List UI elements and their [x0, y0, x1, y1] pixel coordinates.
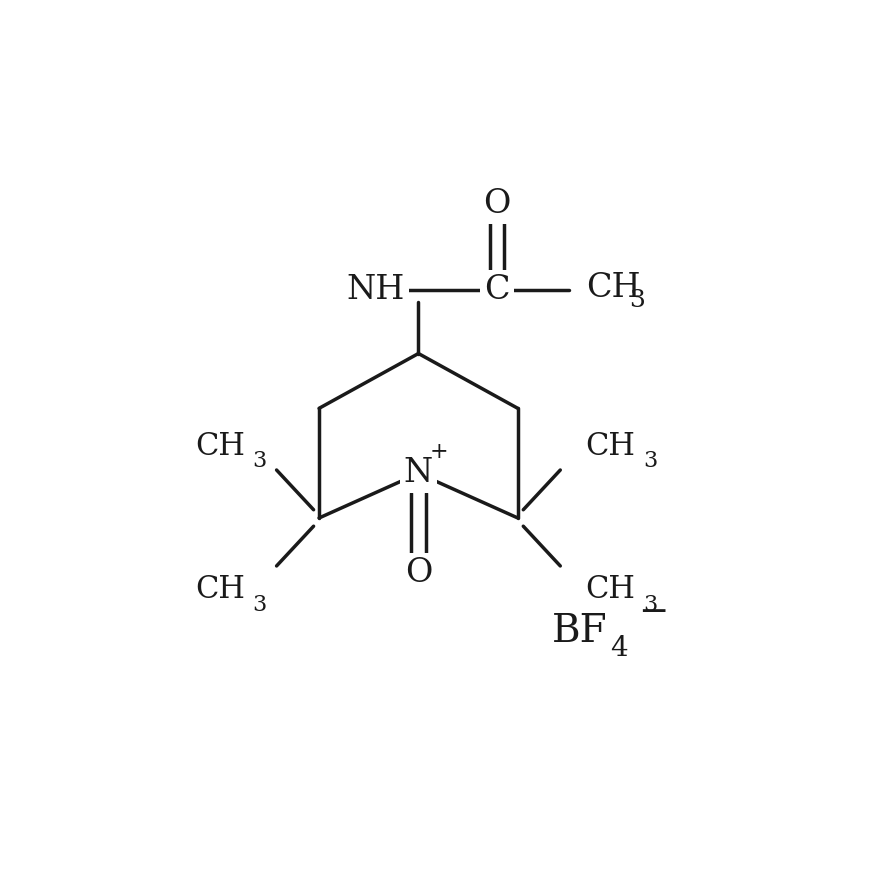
Text: C: C	[484, 274, 510, 306]
Text: +: +	[430, 441, 449, 463]
Text: O: O	[405, 557, 433, 589]
Text: CH: CH	[587, 271, 641, 303]
Text: NH: NH	[347, 274, 405, 306]
Text: CH: CH	[195, 574, 245, 605]
Text: O: O	[483, 188, 511, 220]
Text: 3: 3	[629, 289, 645, 312]
Text: 3: 3	[253, 450, 267, 472]
Text: 3: 3	[253, 594, 267, 616]
Text: BF: BF	[552, 612, 608, 650]
Text: CH: CH	[195, 431, 245, 462]
Text: CH: CH	[586, 431, 635, 462]
Text: 3: 3	[643, 450, 657, 472]
Text: 3: 3	[643, 594, 657, 616]
Text: −: −	[638, 595, 668, 629]
Text: 4: 4	[611, 635, 628, 661]
Text: CH: CH	[586, 574, 635, 605]
Text: N: N	[404, 457, 433, 490]
